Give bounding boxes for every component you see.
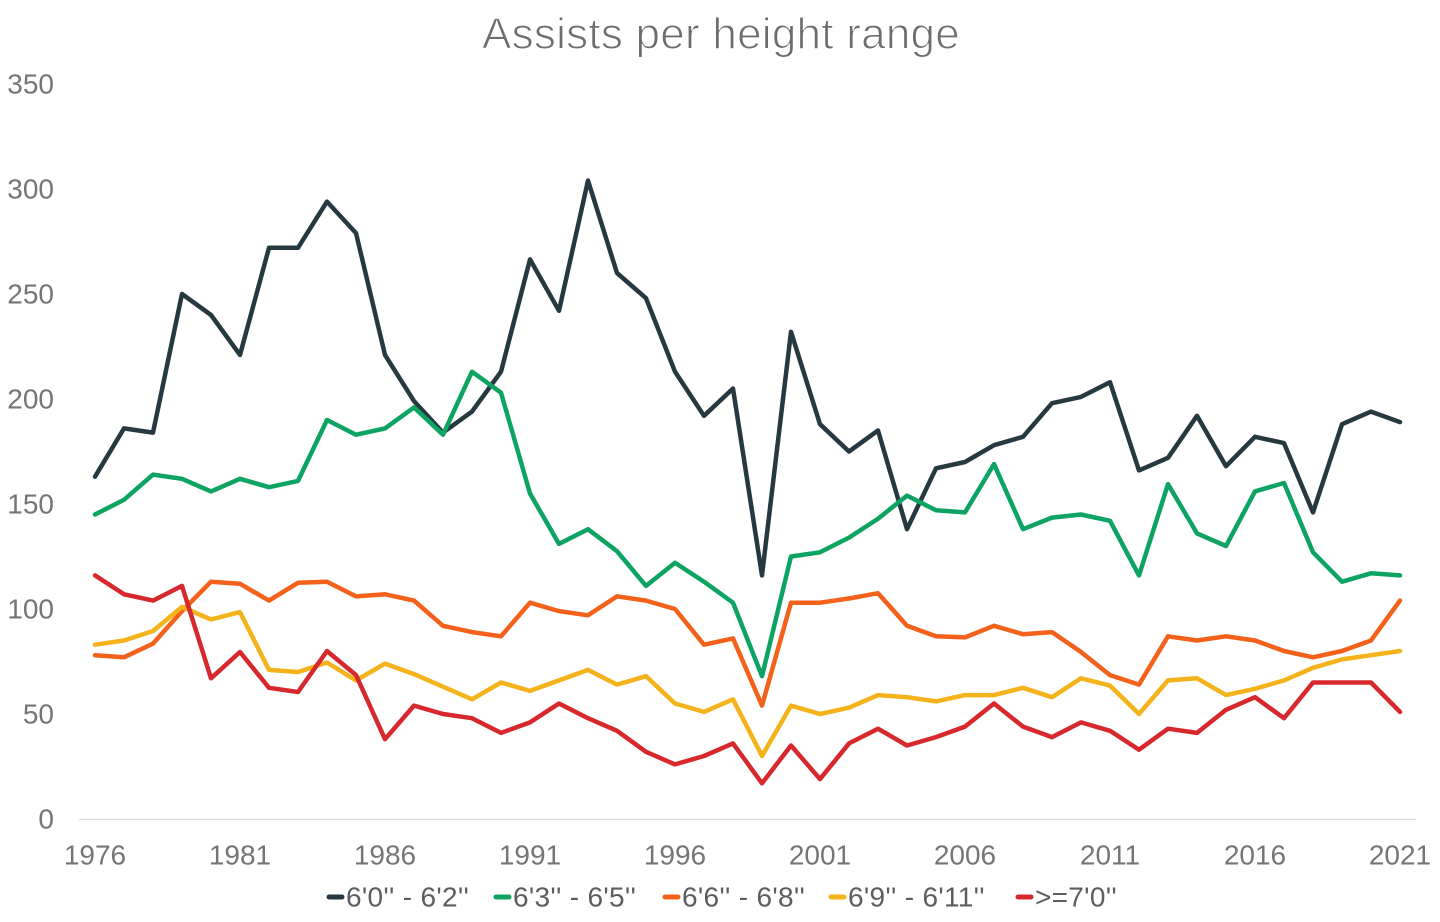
svg-text:50: 50 xyxy=(23,699,54,730)
svg-text:2001: 2001 xyxy=(789,840,851,871)
svg-text:2011: 2011 xyxy=(1080,840,1140,871)
svg-text:1991: 1991 xyxy=(499,840,561,871)
svg-text:0: 0 xyxy=(38,804,54,835)
svg-text:1981: 1981 xyxy=(209,840,271,871)
svg-text:2016: 2016 xyxy=(1224,840,1286,871)
svg-text:100: 100 xyxy=(7,594,54,625)
svg-text:Assists per height range: Assists per height range xyxy=(482,10,960,59)
svg-text:150: 150 xyxy=(7,489,54,520)
svg-text:1996: 1996 xyxy=(644,840,706,871)
svg-text:350: 350 xyxy=(7,69,54,100)
svg-text:6'0'' - 6'2'': 6'0'' - 6'2'' xyxy=(346,882,469,913)
svg-text:2021: 2021 xyxy=(1369,840,1431,871)
svg-text:200: 200 xyxy=(7,384,54,415)
svg-text:300: 300 xyxy=(7,174,54,205)
svg-text:250: 250 xyxy=(7,279,54,310)
svg-text:1986: 1986 xyxy=(354,840,416,871)
svg-text:6'3'' - 6'5'': 6'3'' - 6'5'' xyxy=(513,882,636,913)
svg-text:6'6'' - 6'8'': 6'6'' - 6'8'' xyxy=(682,882,805,913)
svg-text:>=7'0'': >=7'0'' xyxy=(1035,882,1117,913)
svg-text:1976: 1976 xyxy=(64,840,126,871)
svg-text:6'9'' - 6'11'': 6'9'' - 6'11'' xyxy=(848,882,985,913)
svg-text:2006: 2006 xyxy=(934,840,996,871)
